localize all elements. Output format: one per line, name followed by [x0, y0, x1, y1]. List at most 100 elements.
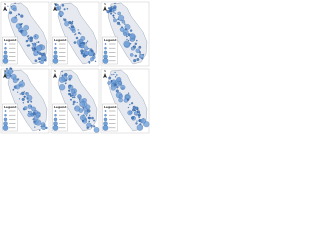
site-circle [85, 42, 88, 44]
site-circle [106, 10, 110, 14]
site-circle [135, 48, 140, 53]
site-circle [37, 51, 39, 54]
site-circle [83, 53, 85, 55]
site-circle [36, 41, 38, 43]
site-circle [140, 118, 146, 124]
site-circle [112, 14, 115, 17]
north-label: N [54, 70, 56, 73]
site-circle [27, 100, 30, 103]
site-circle [82, 54, 87, 58]
site-circle [63, 8, 66, 11]
site-circle [23, 96, 26, 98]
legend-symbol [3, 117, 8, 122]
site-circle [70, 95, 72, 98]
map-panel: N Legend [50, 68, 100, 134]
site-circle [84, 110, 89, 115]
site-circle [38, 61, 41, 63]
site-circle [88, 62, 91, 64]
site-circle [136, 120, 138, 122]
site-circle [118, 94, 123, 99]
legend-symbol [54, 110, 57, 112]
site-circle [38, 41, 40, 43]
legend-symbol [54, 47, 57, 50]
site-circle [93, 54, 95, 57]
legend-symbol [4, 47, 7, 50]
site-circle [93, 125, 96, 128]
site-circle [34, 126, 36, 128]
site-circle [127, 98, 130, 101]
site-circle [34, 43, 36, 45]
site-circle [18, 81, 25, 88]
legend-title: Legend [54, 105, 66, 109]
site-circle [129, 103, 131, 106]
site-circle [32, 118, 35, 121]
site-circle [130, 46, 135, 51]
site-circle [19, 23, 22, 26]
site-circle [44, 58, 47, 62]
site-circle [89, 114, 91, 116]
legend: Legend [102, 103, 118, 132]
site-circle [86, 115, 88, 117]
site-circle [21, 97, 25, 101]
site-circle [68, 89, 70, 92]
legend-symbol [103, 50, 108, 55]
legend-symbol [3, 50, 8, 55]
site-circle [123, 40, 130, 47]
site-circle [69, 84, 72, 87]
site-circle [118, 97, 123, 103]
site-circle [61, 4, 65, 7]
site-circle [39, 60, 44, 65]
site-circle [118, 22, 120, 24]
site-circle [136, 108, 139, 111]
site-circle [5, 67, 8, 70]
map-grid: N Legend N Legend N Legend N Legend N Legend N Lege… [0, 1, 150, 134]
site-circle [33, 34, 39, 40]
site-circle [62, 74, 64, 76]
legend-title: Legend [4, 38, 16, 42]
site-circle [72, 103, 75, 106]
site-circle [74, 105, 81, 112]
site-circle [18, 98, 21, 100]
north-label: N [4, 70, 6, 73]
site-circle [17, 91, 19, 93]
site-circle [80, 49, 84, 53]
site-circle [90, 57, 95, 62]
site-circle [113, 5, 117, 9]
site-circle [116, 86, 119, 89]
site-circle [68, 74, 73, 79]
site-circle [23, 106, 28, 110]
site-circle [32, 44, 37, 48]
site-circle [139, 54, 144, 59]
site-circle [135, 122, 138, 125]
site-circle [116, 74, 118, 76]
site-circle [116, 77, 122, 82]
legend-symbol [54, 43, 57, 45]
site-circle [88, 60, 91, 63]
site-circle [11, 16, 18, 24]
site-circle [84, 50, 89, 56]
site-circle [31, 106, 36, 112]
legend-symbol [53, 50, 58, 55]
site-circle [80, 44, 85, 49]
site-circle [78, 39, 84, 44]
site-circle [12, 88, 15, 91]
site-circle [57, 4, 59, 6]
site-circle [76, 101, 78, 104]
site-circle [107, 81, 111, 85]
site-circle [79, 44, 81, 47]
site-circle [45, 126, 48, 129]
site-circle [118, 15, 125, 22]
site-circle [75, 33, 77, 35]
site-circle [111, 79, 116, 85]
site-circle [35, 119, 42, 126]
legend-symbol [102, 124, 109, 131]
site-circle [71, 29, 76, 33]
legend-symbol [104, 43, 107, 45]
legend-title: Legend [54, 38, 66, 42]
site-circle [119, 24, 121, 26]
site-circle [82, 106, 85, 109]
site-circle [120, 84, 126, 90]
site-circle [64, 82, 67, 85]
site-circle [93, 119, 95, 122]
site-circle [131, 116, 135, 120]
